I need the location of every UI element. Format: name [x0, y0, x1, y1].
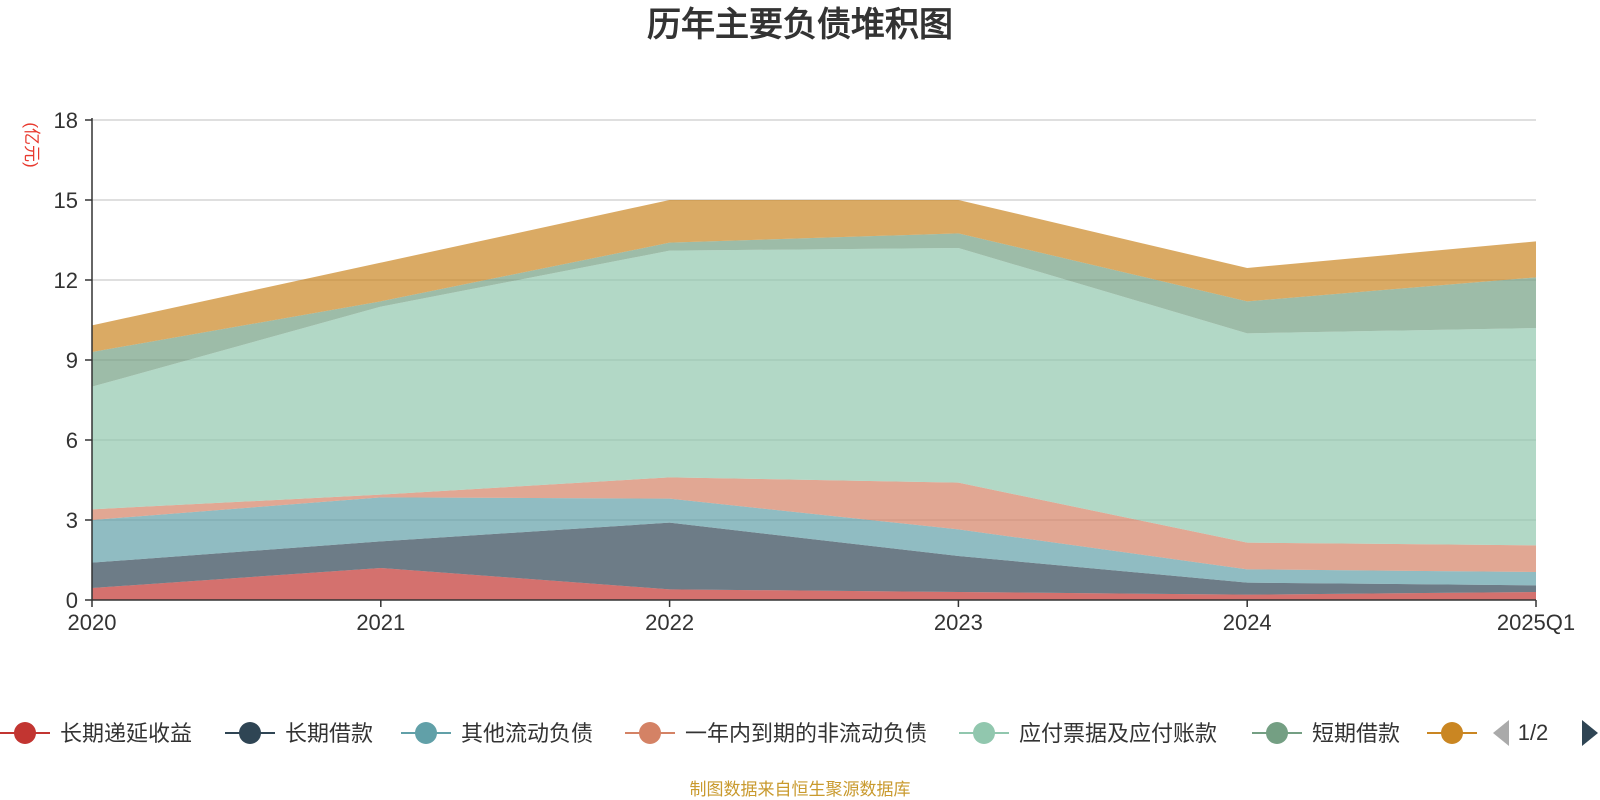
legend-marker-icon — [14, 722, 36, 744]
legend-item[interactable]: 其他流动负债 — [401, 721, 593, 746]
legend-label: 短期借款 — [1312, 721, 1400, 746]
legend-marker-icon — [1441, 722, 1463, 744]
y-tick-label: 12 — [54, 268, 78, 293]
legend-marker-icon — [973, 722, 995, 744]
legend-item[interactable]: 短期借款 — [1252, 721, 1400, 746]
legend-item[interactable] — [1427, 722, 1477, 744]
legend-label: 一年内到期的非流动负债 — [685, 721, 927, 746]
legend-page-indicator: 1/2 — [1518, 720, 1549, 745]
area-series — [92, 200, 1536, 352]
area-应付票据及应付账款 — [92, 248, 1536, 546]
y-axis-unit: (亿元) — [22, 122, 41, 167]
area-其他流动负债 — [92, 497, 1536, 586]
area-长期递延收益 — [92, 568, 1536, 600]
y-tick-label: 18 — [54, 108, 78, 133]
legend-prev-icon[interactable] — [1493, 720, 1509, 746]
legend-pager: 1/2 — [1493, 720, 1598, 746]
legend-label: 长期借款 — [285, 721, 373, 746]
y-tick-label: 0 — [66, 588, 78, 613]
y-tick-label: 3 — [66, 508, 78, 533]
legend-item[interactable]: 长期借款 — [225, 721, 373, 746]
x-tick-label: 2021 — [356, 610, 405, 635]
legend-item[interactable]: 一年内到期的非流动负债 — [625, 721, 927, 746]
legend-next-icon[interactable] — [1582, 720, 1598, 746]
legend-marker-icon — [639, 722, 661, 744]
x-tick-label: 2025Q1 — [1497, 610, 1575, 635]
area-短期借款 — [92, 233, 1536, 387]
y-tick-label: 6 — [66, 428, 78, 453]
area-一年内到期的非流动负债 — [92, 477, 1536, 572]
legend-label: 长期递延收益 — [60, 721, 192, 746]
x-tick-label: 2020 — [68, 610, 117, 635]
data-source-note: 制图数据来自恒生聚源数据库 — [690, 780, 911, 799]
legend-item[interactable]: 应付票据及应付账款 — [959, 721, 1217, 746]
area-series — [92, 200, 1536, 600]
y-tick-label: 15 — [54, 188, 78, 213]
x-axis-ticks: 2020 2021 2022 2023 2024 2025Q1 — [68, 600, 1575, 635]
legend-label: 其他流动负债 — [461, 721, 593, 746]
legend-marker-icon — [415, 722, 437, 744]
x-tick-label: 2023 — [934, 610, 983, 635]
chart-title: 历年主要负债堆积图 — [647, 6, 953, 44]
legend-marker-icon — [1266, 722, 1288, 744]
x-tick-label: 2022 — [645, 610, 694, 635]
x-tick-label: 2024 — [1223, 610, 1272, 635]
area-长期借款 — [92, 522, 1536, 595]
legend-marker-icon — [239, 722, 261, 744]
y-axis-ticks: 0 3 6 9 12 15 18 — [54, 108, 92, 613]
legend-label: 应付票据及应付账款 — [1019, 721, 1217, 746]
y-tick-label: 9 — [66, 348, 78, 373]
legend: 长期递延收益 长期借款 其他流动负债 一年内到期的非流动负债 应付票据及应付账款 短期借款 — [0, 721, 1477, 746]
legend-item[interactable]: 长期递延收益 — [0, 721, 192, 746]
